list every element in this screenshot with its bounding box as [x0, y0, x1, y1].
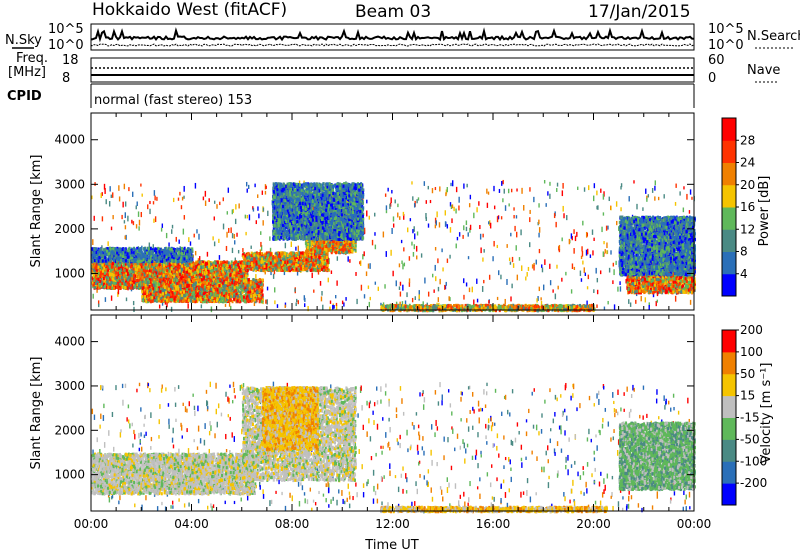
cpid-text: normal (fast stereo) 153 [94, 93, 252, 108]
colorbar-tick: 28 [740, 133, 755, 147]
colorbar-tick: -200 [740, 476, 767, 490]
y-tick-label: 4000 [54, 335, 85, 349]
x-tick-label: 20:00 [576, 517, 611, 531]
colorbar-tick: 100 [740, 345, 763, 359]
colorbar-tick: 8 [740, 245, 748, 259]
nave-tick-bottom: 0 [708, 71, 716, 86]
nsearch-tick-top: 10^5 [708, 22, 744, 37]
colorbar-tick: 12 [740, 222, 755, 236]
cpid-strip: CPID normal (fast stereo) 153 [7, 84, 694, 108]
colorbar-tick: -50 [740, 432, 760, 446]
y-tick-label: 3000 [54, 379, 85, 393]
colorbar-tick: -15 [740, 411, 760, 425]
colorbar-swatch [722, 118, 736, 141]
x-tick-label: 16:00 [476, 517, 511, 531]
time-xlabel: Time UT [364, 538, 418, 553]
colorbar-swatch [722, 352, 736, 374]
y-tick-label: 1000 [54, 266, 85, 280]
colorbar-swatch [722, 461, 736, 483]
colorbar-swatch [722, 439, 736, 461]
colorbar-tick: 200 [740, 323, 763, 337]
colorbar-tick: 16 [740, 200, 755, 214]
beam-label: Beam 03 [355, 2, 431, 22]
noise-strip: N.Sky 10^5 10^0 10^5 10^0 N.Search [5, 22, 800, 53]
power-ylabel: Slant Range [km] [29, 155, 44, 268]
freq-tick-bottom: 8 [62, 71, 70, 86]
colorbar-swatch [722, 185, 736, 208]
x-tick-label: 00:00 [677, 517, 712, 531]
nsky-label: N.Sky [5, 33, 42, 48]
velocity-ylabel: Slant Range [km] [29, 357, 44, 470]
y-tick-label: 1000 [54, 468, 85, 482]
nsearch-tick-bottom: 10^0 [708, 38, 744, 53]
nsearch-trace [91, 44, 694, 46]
colorbar-swatch [722, 374, 736, 396]
x-tick-label: 04:00 [174, 517, 209, 531]
colorbar-swatch [722, 140, 736, 163]
freq-tick-top: 18 [62, 53, 79, 68]
freq-label: Freq. [16, 51, 48, 66]
colorbar-swatch [722, 396, 736, 418]
colorbar-swatch [722, 418, 736, 440]
x-tick-label: 00:00 [74, 517, 109, 531]
power-colorbar: 4 8 12 16 20 24 28 [722, 118, 755, 297]
colorbar-tick: 20 [740, 178, 755, 192]
freq-strip: Freq. [MHz] 18 8 60 0 Nave [8, 51, 780, 86]
colorbar-swatch [722, 207, 736, 230]
colorbar-tick: 50 [740, 367, 755, 381]
x-tick-label: 08:00 [275, 517, 310, 531]
colorbar-tick: 4 [740, 267, 748, 281]
colorbar-tick: 24 [740, 156, 755, 170]
radar-title: Hokkaido West (fitACF) [92, 0, 287, 20]
power-panel: 1000 2000 3000 4000 Slant Range [km] 4 8 12 16… [29, 113, 772, 312]
velocity-panel: 1000 2000 3000 4000 00:00 04:00 08:00 12:00 16:… [29, 315, 774, 553]
nave-label: Nave [747, 63, 780, 78]
velocity-colorbar-label: Velocity [m s⁻¹] [759, 363, 774, 464]
colorbar-swatch [722, 252, 736, 275]
colorbar-tick: 15 [740, 389, 755, 403]
nsearch-label: N.Search [747, 29, 800, 44]
y-tick-label: 2000 [54, 423, 85, 437]
power-colorbar-label: Power [dB] [757, 176, 772, 247]
colorbar-swatch [722, 483, 736, 505]
nsky-trace [91, 31, 694, 40]
colorbar-swatch [722, 229, 736, 252]
colorbar-swatch [722, 274, 736, 297]
y-tick-label: 3000 [54, 177, 85, 191]
y-tick-label: 2000 [54, 222, 85, 236]
colorbar-swatch [722, 330, 736, 352]
x-tick-label: 12:00 [375, 517, 410, 531]
nsky-tick-bottom: 10^0 [48, 38, 84, 53]
colorbar-swatch [722, 163, 736, 186]
nave-tick-top: 60 [708, 53, 725, 68]
y-tick-label: 4000 [54, 133, 85, 147]
cpid-label: CPID [7, 89, 42, 104]
freq-unit: [MHz] [8, 65, 46, 80]
nsky-tick-top: 10^5 [48, 22, 84, 37]
date-label: 17/Jan/2015 [588, 2, 691, 22]
